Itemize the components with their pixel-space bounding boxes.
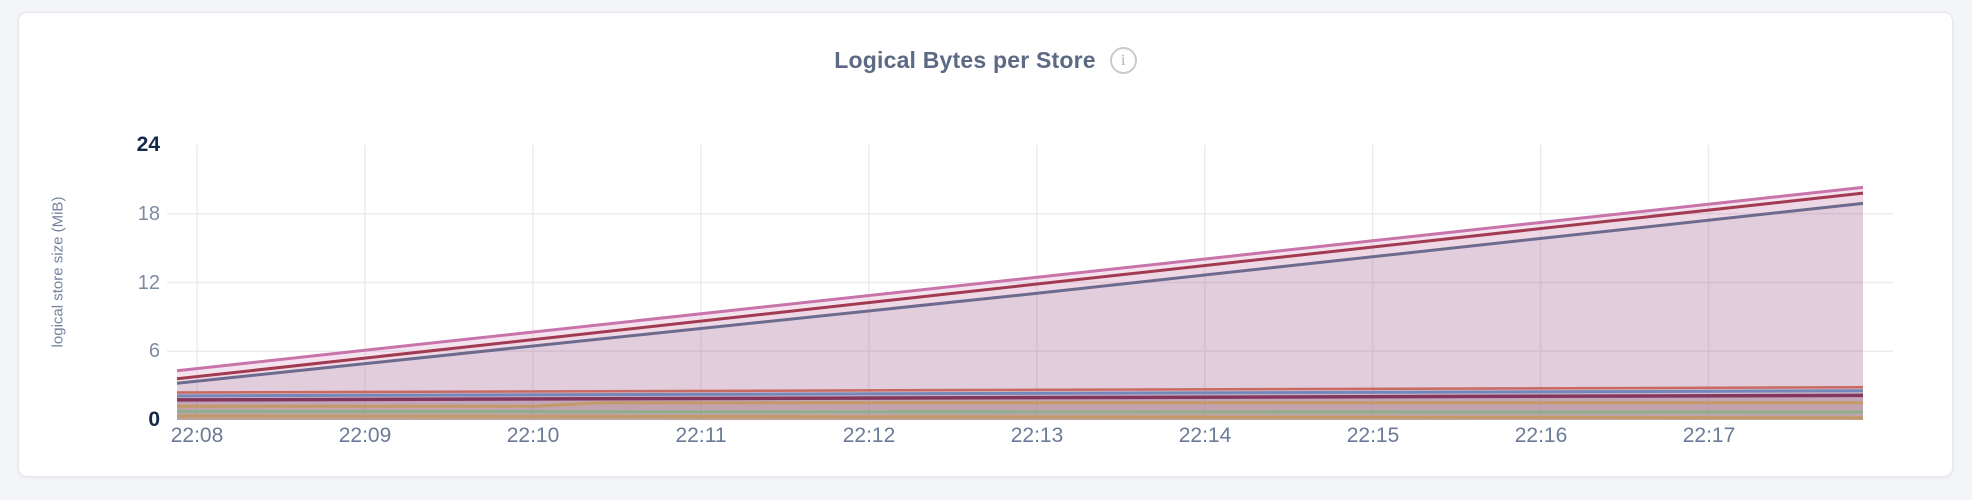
x-tick-label: 22:10 bbox=[506, 424, 560, 447]
series-line bbox=[176, 191, 1864, 381]
series-area bbox=[177, 187, 1863, 420]
y-tick-label: 0 bbox=[148, 408, 160, 431]
y-tick-label: 18 bbox=[137, 202, 160, 225]
x-tick-label: 22:17 bbox=[1682, 424, 1736, 447]
y-tick-label: 24 bbox=[136, 133, 160, 156]
series-line bbox=[176, 414, 1864, 420]
x-tick-label: 22:13 bbox=[1010, 424, 1064, 447]
chart-title: Logical Bytes per Store bbox=[834, 47, 1096, 73]
y-tick-label: 12 bbox=[137, 271, 160, 294]
series-line bbox=[177, 401, 1863, 408]
series-line bbox=[176, 201, 1864, 385]
x-tick-label: 22:12 bbox=[842, 424, 896, 447]
x-tick-label: 22:09 bbox=[338, 424, 392, 447]
x-tick-label: 22:08 bbox=[170, 424, 224, 447]
x-tick-label: 22:14 bbox=[1178, 424, 1232, 447]
x-tick-label: 22:16 bbox=[1514, 424, 1568, 447]
series-line bbox=[176, 409, 1864, 414]
series-line bbox=[176, 389, 1864, 398]
series-line bbox=[176, 185, 1864, 373]
y-tick-label: 6 bbox=[148, 340, 160, 363]
series-line bbox=[176, 393, 1864, 402]
x-tick-label: 22:15 bbox=[1346, 424, 1400, 447]
series-line bbox=[176, 386, 1864, 394]
info-icon[interactable]: i bbox=[1109, 47, 1137, 74]
series-area bbox=[177, 203, 1863, 420]
x-tick-label: 22:11 bbox=[675, 424, 727, 447]
chart-header: Logical Bytes per Store i bbox=[19, 47, 1952, 74]
